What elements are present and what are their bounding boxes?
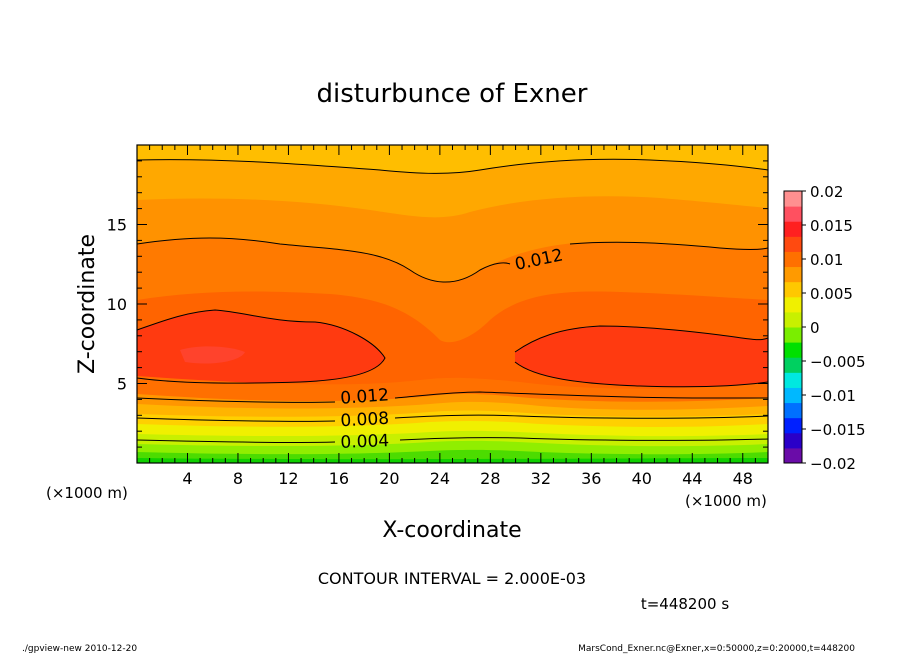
colorbar-swatch xyxy=(784,206,802,222)
x-axis: 4 8 12 16 20 24 28 32 36 40 44 48 xyxy=(149,145,756,488)
x-tick-label: 32 xyxy=(531,469,551,488)
contour-line-blob-right-top xyxy=(514,325,768,353)
x-axis-title: X-coordinate xyxy=(382,518,521,543)
chart-title: disturbunce of Exner xyxy=(317,79,588,109)
x-tick-label: 4 xyxy=(182,469,192,488)
x-tick-label: 48 xyxy=(733,469,753,488)
x-tick-label: 8 xyxy=(233,469,243,488)
contour-line-0.012-upper-right xyxy=(569,241,768,250)
colorbar-swatch xyxy=(784,342,802,358)
colorbar-swatch xyxy=(784,357,802,373)
contour-line xyxy=(137,158,768,174)
high-region-right xyxy=(515,326,768,387)
colorbar xyxy=(784,191,802,464)
contour-label: 0.012 xyxy=(340,385,390,408)
colorbar-swatch xyxy=(784,327,802,343)
x-tick-label: 24 xyxy=(430,469,450,488)
footer-left: ./gpview-new 2010-12-20 xyxy=(22,644,137,654)
y-tick-label: 5 xyxy=(117,375,127,394)
colorbar-swatch xyxy=(784,221,802,237)
colorbar-swatch xyxy=(784,402,802,419)
contour-lines xyxy=(137,158,768,443)
y-axis-title: Z-coordinate xyxy=(75,234,100,374)
colorbar-label: −0.005 xyxy=(810,353,866,371)
x-axis-unit-right: (×1000 m) xyxy=(685,492,767,510)
y-tick-label: 10 xyxy=(107,295,127,314)
colorbar-label: 0.015 xyxy=(810,217,853,235)
colorbar-swatch xyxy=(784,191,802,207)
contour-line-0.012-upper-left xyxy=(137,237,511,283)
colorbar-swatch xyxy=(784,251,802,268)
x-tick-label: 16 xyxy=(329,469,349,488)
footer-right: MarsCond_Exner.nc@Exner,x=0:50000,z=0:20… xyxy=(578,644,855,654)
colorbar-swatch xyxy=(784,417,802,434)
x-tick-label: 12 xyxy=(278,469,298,488)
colorbar-swatch xyxy=(784,311,802,328)
colorbar-label: 0 xyxy=(810,319,820,337)
x-tick-label: 44 xyxy=(682,469,702,488)
contour-interval-text: CONTOUR INTERVAL = 2.000E-03 xyxy=(318,569,586,588)
contour-line-0.008 xyxy=(137,414,768,422)
colorbar-swatch xyxy=(784,266,802,283)
x-tick-label: 36 xyxy=(581,469,601,488)
x-tick-label: 40 xyxy=(632,469,652,488)
colorbar-label: −0.015 xyxy=(810,421,866,439)
y-axis: 5 10 15 xyxy=(107,160,768,448)
contour-line-blob-right-bottom xyxy=(514,361,768,388)
x-tick-label: 28 xyxy=(480,469,500,488)
colorbar-label: −0.02 xyxy=(810,455,856,473)
colorbar-swatch xyxy=(784,447,802,464)
colorbar-label: −0.01 xyxy=(810,387,856,405)
colorbar-swatch xyxy=(784,281,802,298)
x-tick-label: 20 xyxy=(379,469,399,488)
contour-line-blob-left xyxy=(137,309,386,384)
contour-field xyxy=(137,145,768,463)
y-tick-label: 15 xyxy=(107,216,127,235)
colorbar-swatch xyxy=(784,236,802,252)
x-axis-unit-left: (×1000 m) xyxy=(46,484,128,502)
contour-label: 0.008 xyxy=(340,409,390,432)
colorbar-label: 0.01 xyxy=(810,251,843,269)
colorbar-swatch xyxy=(784,432,802,449)
colorbar-swatch xyxy=(784,387,802,404)
colorbar-swatch xyxy=(784,296,802,313)
colorbar-swatch xyxy=(784,372,802,388)
high-region-left xyxy=(137,310,385,384)
colorbar-label: 0.005 xyxy=(810,285,853,303)
contour-label: 0.004 xyxy=(340,431,389,453)
contour-line-0.004 xyxy=(137,437,768,443)
colorbar-labels: 0.02 0.015 0.01 0.005 0 −0.005 −0.01 −0.015 −0.0… xyxy=(802,183,866,473)
contour-line-0.012-lower xyxy=(137,391,768,403)
time-stamp: t=448200 s xyxy=(641,595,729,613)
core-left xyxy=(180,346,245,364)
colorbar-label: 0.02 xyxy=(810,183,843,201)
